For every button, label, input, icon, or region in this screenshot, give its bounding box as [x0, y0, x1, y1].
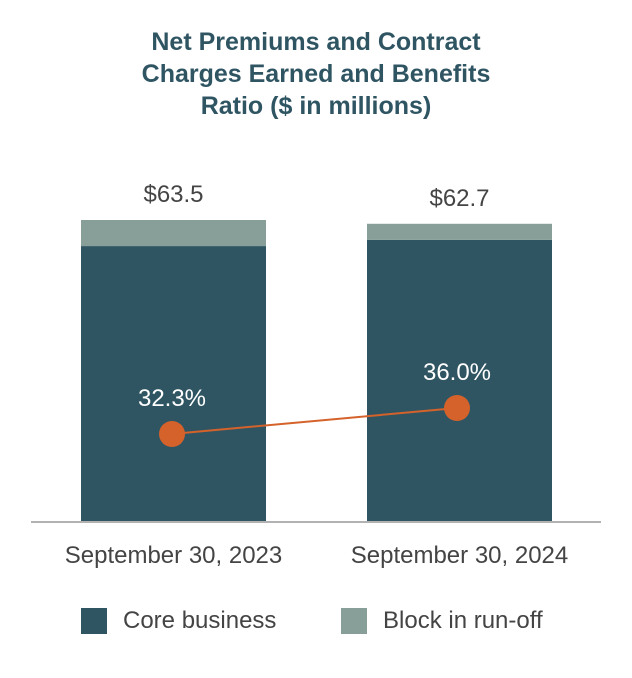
- chart-title-line: Charges Earned and Benefits: [141, 60, 491, 88]
- ratio-label: 32.3%: [138, 385, 206, 412]
- bar-core-business: [81, 246, 266, 521]
- bar-core-business: [367, 239, 552, 521]
- chart-title-line: Net Premiums and Contract: [151, 28, 481, 56]
- x-tick-label: September 30, 2023: [65, 542, 283, 569]
- chart-title-line: Ratio ($ in millions): [200, 92, 432, 120]
- x-tick-label: September 30, 2024: [351, 542, 569, 569]
- legend-label: Core business: [123, 607, 277, 634]
- ratio-line: [171, 407, 458, 435]
- legend-swatch-core: [81, 608, 107, 634]
- ratio-label: 36.0%: [423, 359, 491, 386]
- legend-item-core: Core business: [81, 607, 276, 635]
- chart-title: Net Premiums and Contract Charges Earned…: [0, 26, 632, 122]
- total-label: $63.5: [143, 181, 203, 208]
- legend-label: Block in run-off: [383, 607, 543, 634]
- bar-block-in-run-off: [81, 220, 266, 247]
- ratio-point: [159, 421, 185, 447]
- ratio-point: [444, 395, 470, 421]
- legend-swatch-runoff: [341, 608, 367, 634]
- legend-item-runoff: Block in run-off: [341, 607, 543, 635]
- total-label: $62.7: [429, 185, 489, 212]
- bar-block-in-run-off: [367, 223, 552, 240]
